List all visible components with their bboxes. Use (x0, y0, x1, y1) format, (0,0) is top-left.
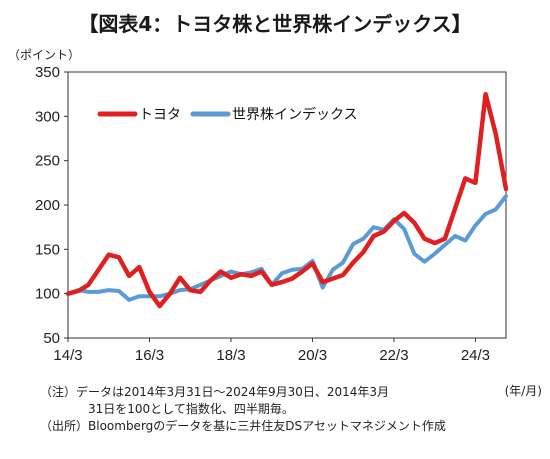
x-tick-label: 14/3 (53, 347, 82, 364)
legend-label-toyota: トヨタ (139, 107, 181, 123)
x-tick-label: 24/3 (461, 347, 490, 364)
legend: トヨタ 世界株インデックス (97, 106, 358, 123)
x-axis-unit: (年/月) (504, 384, 542, 398)
x-tick-label: 18/3 (216, 347, 245, 364)
legend-label-world-index: 世界株インデックス (232, 106, 358, 123)
x-tick-label: 20/3 (298, 347, 327, 364)
chart-title: 【図表4：トヨタ株と世界株インデックス】 (78, 12, 472, 36)
source-line: （出所）Bloombergのデータを基に三井住友DSアセットマネジメント作成 (40, 419, 446, 433)
x-axis: 14/3 16/3 18/3 20/3 22/3 24/3 (53, 338, 490, 364)
y-tick-label: 150 (35, 241, 60, 258)
series-layer (65, 91, 509, 309)
note-line-1: （注）データは2014年3月31日～2024年9月30日、2014年3月 (40, 385, 390, 399)
series-line-toyota (65, 91, 509, 309)
y-tick-label: 100 (35, 286, 60, 303)
y-axis-unit: （ポイント） (8, 48, 80, 62)
y-tick-label: 300 (35, 108, 60, 125)
y-tick-label: 250 (35, 153, 60, 170)
y-tick-label: 50 (43, 330, 60, 347)
plot-frame (67, 71, 507, 339)
note-line-2: 31日を100として指数化、四半期毎。 (88, 402, 294, 416)
y-tick-label: 200 (35, 197, 60, 214)
y-axis: 50 100 150 200 250 300 350 (35, 64, 68, 347)
footnotes: （注）データは2014年3月31日～2024年9月30日、2014年3月 31日… (40, 384, 510, 435)
series-line-world-index (66, 194, 508, 302)
x-tick-label: 16/3 (135, 347, 164, 364)
x-tick-label: 22/3 (379, 347, 408, 364)
y-tick-label: 350 (35, 64, 60, 81)
